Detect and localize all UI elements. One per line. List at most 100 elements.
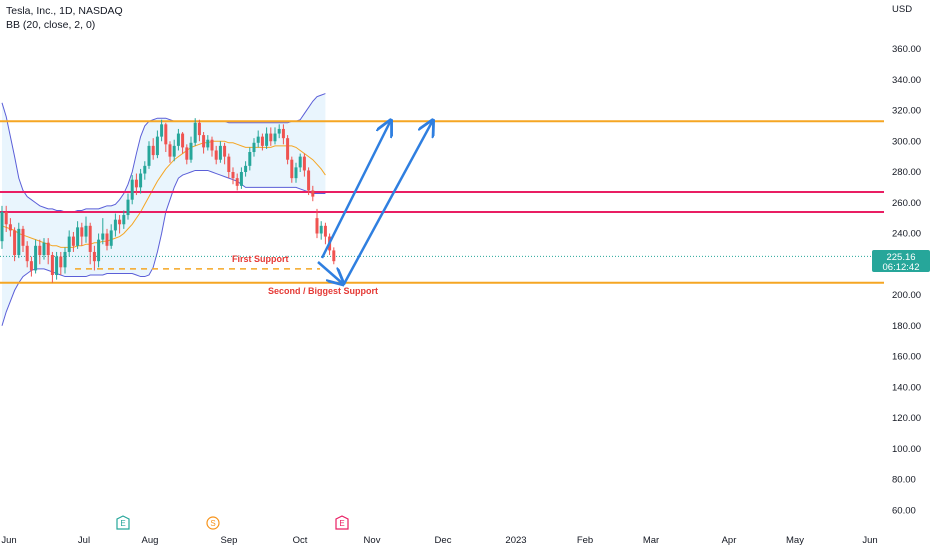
indicator-title: BB (20, close, 2, 0) (6, 19, 96, 31)
currency-label: USD (892, 4, 912, 15)
candle-body (46, 242, 50, 256)
candle-body (13, 230, 17, 256)
candle-body (298, 156, 302, 168)
candle-body (223, 145, 227, 157)
annotations: First Support Second / Biggest Support (232, 254, 378, 296)
candle-body (231, 172, 235, 179)
candle-body (126, 199, 130, 216)
candle-body (281, 128, 285, 139)
candle-body (34, 245, 38, 271)
candle-body (185, 147, 189, 160)
down-arrow[interactable] (317, 261, 342, 283)
y-tick-label: 340.00 (892, 75, 921, 86)
countdown: 06:12:42 (883, 262, 920, 273)
candle-body (92, 251, 96, 262)
x-tick-label: Oct (293, 535, 308, 546)
y-tick-label: 60.00 (892, 505, 916, 516)
candle-body (160, 124, 164, 137)
candle-body (38, 245, 42, 256)
candle-body (244, 165, 248, 172)
price-axis[interactable]: USD 360.00 340.00 320.00 300.00 280.00 260.00… (892, 4, 921, 516)
projection-arrows[interactable] (317, 122, 432, 285)
candle-body (17, 228, 21, 256)
candle-body (273, 133, 277, 142)
x-tick-label: 2023 (505, 535, 526, 546)
candle-body (88, 225, 92, 252)
y-tick-label: 80.00 (892, 475, 916, 486)
candle-body (323, 225, 327, 237)
candle-body (42, 242, 46, 256)
earnings-event-icon (335, 515, 349, 530)
candle-body (122, 215, 126, 225)
up-arrow-1[interactable] (320, 122, 390, 259)
up-arrow-2[interactable] (342, 122, 432, 285)
candle-body (311, 190, 315, 197)
candle-body (118, 219, 122, 225)
candle-body (206, 139, 210, 148)
candle-body (277, 128, 281, 134)
candle-body (239, 172, 243, 186)
candle-body (181, 133, 185, 148)
candle-body (286, 138, 290, 160)
candle-body (63, 251, 67, 268)
candle-body (139, 173, 143, 188)
candle-body (0, 211, 4, 242)
event-marker[interactable]: E (335, 515, 349, 530)
y-tick-label: 360.00 (892, 44, 921, 55)
candle-body (176, 133, 180, 146)
candle-body (256, 136, 260, 143)
band-fill-area (2, 93, 326, 326)
candle-body (76, 227, 80, 246)
last-price-tag: 225.16 06:12:42 (872, 250, 930, 273)
y-tick-label: 240.00 (892, 229, 921, 240)
y-tick-label: 100.00 (892, 444, 921, 455)
x-tick-label: Aug (142, 535, 159, 546)
chart-legend: Tesla, Inc., 1D, NASDAQ BB (20, close, 2… (6, 4, 123, 32)
y-tick-label: 180.00 (892, 321, 921, 332)
x-tick-label: Feb (577, 535, 593, 546)
candle-body (105, 233, 109, 246)
split-event-icon (206, 516, 220, 530)
candle-body (252, 142, 256, 153)
candle-body (4, 211, 8, 225)
y-tick-label: 300.00 (892, 136, 921, 147)
event-marker[interactable]: E (116, 515, 130, 530)
time-axis[interactable]: Jun Jul Aug Sep Oct Nov Dec 2023 Feb Mar Apr May Jun (1, 535, 877, 546)
x-tick-label: Nov (364, 535, 381, 546)
candle-body (290, 159, 294, 179)
candle-body (193, 122, 197, 143)
x-tick-label: May (786, 535, 804, 546)
x-tick-label: Jul (78, 535, 90, 546)
candle-body (151, 145, 155, 156)
y-tick-label: 120.00 (892, 413, 921, 424)
candle-body (155, 136, 159, 156)
candle-body (29, 261, 33, 271)
y-tick-label: 260.00 (892, 198, 921, 209)
candle-body (134, 179, 138, 188)
candle-body (50, 255, 54, 276)
y-tick-label: 200.00 (892, 290, 921, 301)
candle-body (55, 256, 59, 276)
candle-body (97, 239, 101, 262)
horizontal-levels[interactable] (0, 120, 884, 284)
candle-body (172, 145, 176, 157)
last-price: 225.16 (886, 252, 915, 263)
candle-body (319, 225, 323, 234)
candle-body (25, 245, 29, 262)
candle-body (269, 133, 273, 142)
y-tick-label: 320.00 (892, 106, 921, 117)
x-tick-label: Jun (1, 535, 16, 546)
earnings-event-icon (116, 515, 130, 530)
candle-body (218, 145, 222, 160)
candle-body (113, 219, 117, 231)
candle-body (248, 152, 252, 166)
event-marker[interactable]: S (206, 516, 220, 530)
candle-body (189, 142, 193, 160)
candle-body (67, 236, 71, 252)
event-label: E (120, 519, 125, 528)
candle-body (302, 156, 306, 171)
candle-body (260, 136, 264, 146)
y-tick-label: 160.00 (892, 352, 921, 363)
